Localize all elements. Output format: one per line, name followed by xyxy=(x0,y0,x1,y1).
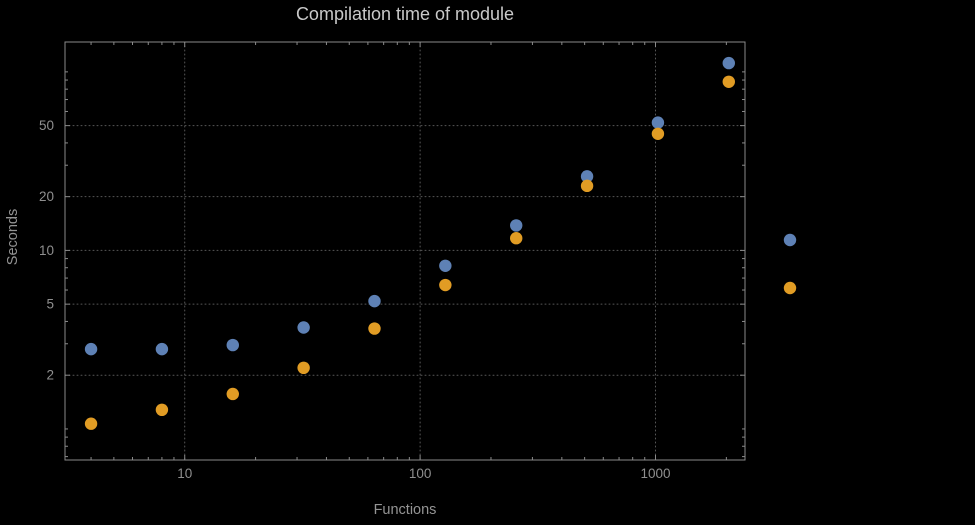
x-tick-label-10: 10 xyxy=(177,466,192,481)
data-point-series-1-blue-x256 xyxy=(510,219,523,232)
legend-marker-series-1-blue xyxy=(783,233,797,247)
data-point-series-1-blue-x128 xyxy=(439,259,452,272)
y-tick-label-10: 10 xyxy=(39,243,54,258)
plot-frame xyxy=(64,41,746,461)
y-tick-label-5: 5 xyxy=(46,297,54,312)
data-point-series-2-orange-x8 xyxy=(155,403,169,417)
data-point-series-2-orange-x64 xyxy=(368,322,381,335)
data-point-series-1-blue-x16 xyxy=(226,338,239,352)
y-tick-label-20: 20 xyxy=(39,189,54,204)
data-point-series-1-blue-x2048 xyxy=(722,56,735,70)
x-axis-label: Functions xyxy=(373,502,437,518)
x-tick-label-1000: 1000 xyxy=(640,466,670,481)
data-point-series-1-blue-x512 xyxy=(580,170,594,183)
y-tick-label-50: 50 xyxy=(39,118,54,133)
data-point-series-2-orange-x16 xyxy=(226,387,239,401)
data-point-series-2-orange-x512 xyxy=(580,179,594,193)
y-tick-label-2: 2 xyxy=(46,368,54,383)
data-point-series-2-orange-x128 xyxy=(439,278,452,292)
x-tick-label-100: 100 xyxy=(409,466,432,481)
data-point-series-2-orange-x2048 xyxy=(722,75,735,88)
data-point-series-2-orange-x32 xyxy=(297,361,310,375)
y-axis-label: Seconds xyxy=(5,208,21,266)
data-point-series-1-blue-x8 xyxy=(155,342,169,356)
data-point-series-2-orange-x4 xyxy=(84,417,98,430)
data-point-series-1-blue-x64 xyxy=(368,294,381,308)
data-point-series-2-orange-x256 xyxy=(510,232,523,245)
chart-title: Compilation time of module xyxy=(295,4,515,24)
legend-marker-series-2-orange xyxy=(783,281,797,295)
data-point-series-2-orange-x1024 xyxy=(651,127,665,140)
data-point-series-1-blue-x4 xyxy=(84,342,98,356)
data-point-series-1-blue-x32 xyxy=(297,321,310,334)
data-point-series-1-blue-x1024 xyxy=(651,116,665,129)
